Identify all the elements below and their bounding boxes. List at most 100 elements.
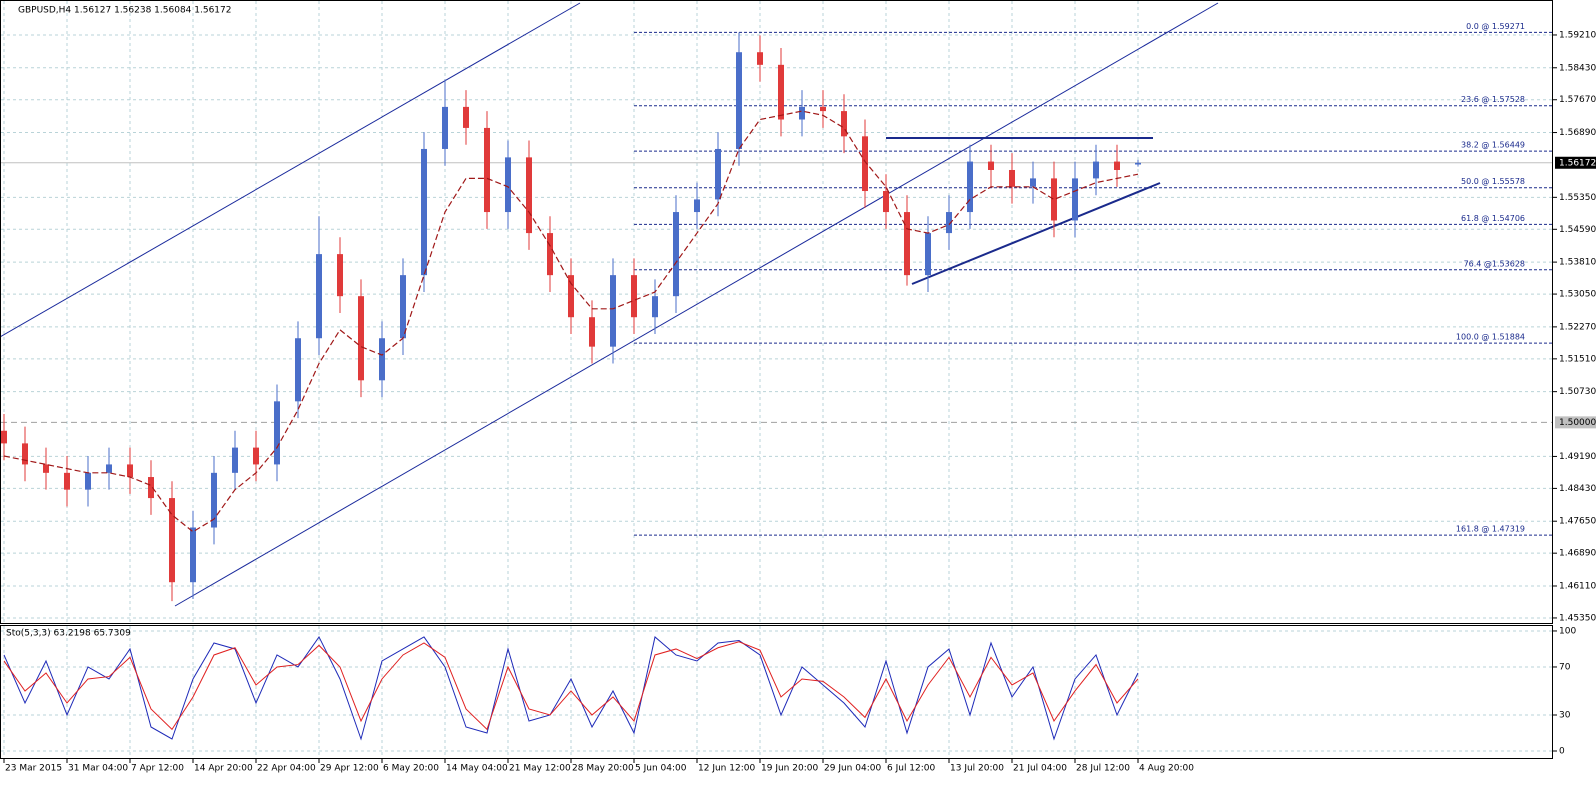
marks-layer <box>1 31 1553 741</box>
level-label: 1.50000 <box>1559 418 1596 428</box>
x-tick-label: 5 Jun 04:00 <box>635 764 687 774</box>
y-tick-label: 1.59210 <box>1559 30 1596 40</box>
candle-body <box>505 157 511 213</box>
fib-label: 161.8 @ 1.47319 <box>1456 525 1525 534</box>
candle-body <box>463 106 469 128</box>
candle-body <box>841 111 847 137</box>
fib-label: 50.0 @ 1.55578 <box>1461 177 1525 186</box>
y-tick-label: 1.45350 <box>1559 613 1596 623</box>
y-tick-label: 1.56890 <box>1559 128 1596 138</box>
x-tick-label: 12 Jun 12:00 <box>698 764 755 774</box>
y-tick-label: 0 <box>1559 746 1565 756</box>
x-tick-label: 28 May 20:00 <box>572 764 634 774</box>
candle-body <box>295 338 301 402</box>
y-tick-label: 1.49190 <box>1559 452 1596 462</box>
x-tick-label: 21 Jul 04:00 <box>1013 764 1067 774</box>
candle-body <box>337 254 343 297</box>
stoch-panel-frame <box>0 625 1553 759</box>
y-tick-label: 1.53050 <box>1559 290 1596 300</box>
x-tick-label: 31 Mar 04:00 <box>68 764 128 774</box>
fib-label: 23.6 @ 1.57528 <box>1461 95 1525 104</box>
candle-body <box>610 275 616 347</box>
candle-body <box>673 212 679 297</box>
candle-body <box>736 52 742 149</box>
candle-body <box>421 148 427 276</box>
candle-body <box>1093 161 1099 179</box>
candle-body <box>1009 169 1015 187</box>
candle-body <box>799 106 805 120</box>
candle-body <box>778 64 784 120</box>
x-tick-label: 14 May 04:00 <box>446 764 508 774</box>
channel-lower <box>174 2 1219 607</box>
moving-average <box>3 110 1139 533</box>
fib-label: 61.8 @ 1.54706 <box>1461 214 1525 223</box>
x-tick-label: 6 Jul 12:00 <box>887 764 936 774</box>
candle-body <box>862 136 868 192</box>
fib-label: 0.0 @ 1.59271 <box>1466 22 1525 31</box>
candle-body <box>652 296 658 318</box>
x-tick-label: 7 Apr 12:00 <box>131 764 184 774</box>
candle-body <box>316 254 322 339</box>
candle-body <box>64 472 70 490</box>
chart-title: GBPUSD,H4 1.56127 1.56238 1.56084 1.5617… <box>18 6 231 16</box>
candle-body <box>547 233 553 276</box>
candle-body <box>22 443 28 465</box>
y-tick-label: 1.47650 <box>1559 517 1596 527</box>
level-label-box <box>1555 416 1596 429</box>
x-tick-label: 22 Apr 04:00 <box>257 764 316 774</box>
y-tick-label: 100 <box>1559 626 1576 636</box>
candle-body <box>820 106 826 112</box>
y-tick-label: 1.51510 <box>1559 354 1596 364</box>
channel-upper <box>0 2 581 338</box>
y-tick-label: 1.48430 <box>1559 484 1596 494</box>
fib-label: 100.0 @ 1.51884 <box>1456 333 1525 342</box>
x-tick-label: 23 Mar 2015 <box>5 764 62 774</box>
candle-body <box>694 199 700 213</box>
candle-body <box>1 430 7 444</box>
candle-body <box>967 161 973 213</box>
x-tick-label: 29 Jun 04:00 <box>824 764 881 774</box>
candle-body <box>715 148 721 200</box>
candle-body <box>988 161 994 170</box>
candle-body <box>211 472 217 528</box>
candle-body <box>442 106 448 149</box>
candle-body <box>925 233 931 276</box>
x-tick-label: 28 Jul 12:00 <box>1076 764 1130 774</box>
stochastic-line <box>3 635 1139 741</box>
y-tick-label: 1.46110 <box>1559 581 1596 591</box>
candle-body <box>232 447 238 473</box>
y-tick-label: 1.50730 <box>1559 387 1596 397</box>
y-tick-label: 1.46890 <box>1559 549 1596 559</box>
x-tick-label: 14 Apr 20:00 <box>194 764 253 774</box>
candle-body <box>127 464 133 478</box>
stochastic-line <box>3 641 1139 731</box>
y-tick-label: 1.55350 <box>1559 193 1596 203</box>
candle-body <box>358 296 364 381</box>
candle-body <box>1135 162 1141 165</box>
support-line <box>911 182 1161 285</box>
y-tick-label: 1.54590 <box>1559 225 1596 235</box>
candle-body <box>274 401 280 465</box>
objects-layer <box>0 2 1219 607</box>
candle-body <box>1114 161 1120 170</box>
x-tick-label: 6 May 20:00 <box>383 764 439 774</box>
candle-body <box>883 191 889 213</box>
candle-body <box>757 52 763 65</box>
y-tick-label: 30 <box>1559 710 1571 720</box>
y-tick-label: 1.57670 <box>1559 95 1596 105</box>
candle-body <box>568 275 574 318</box>
main-panel-frame <box>0 0 1553 624</box>
candle-body <box>1051 178 1057 221</box>
candle-body <box>379 338 385 381</box>
x-tick-label: 29 Apr 12:00 <box>320 764 379 774</box>
candle-body <box>106 464 112 473</box>
candle-body <box>589 317 595 347</box>
candle-body <box>190 527 196 583</box>
y-tick-label: 70 <box>1559 662 1571 672</box>
candle-body <box>85 472 91 490</box>
last-price-box <box>1555 156 1596 169</box>
y-tick-label: 1.58430 <box>1559 63 1596 73</box>
candle-body <box>946 212 952 234</box>
candle-body <box>1072 178 1078 221</box>
